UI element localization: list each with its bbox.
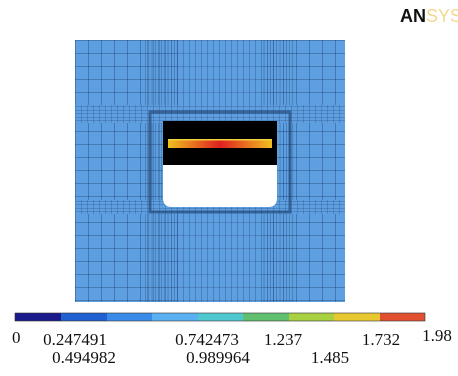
- legend-label: 0.494982: [52, 348, 116, 367]
- legend-label: 0.742473: [175, 330, 239, 349]
- legend-label: 0: [12, 328, 21, 347]
- legend-label: 1.485: [311, 348, 349, 367]
- color-bar: [15, 313, 425, 321]
- legend-label: 1.237: [264, 330, 303, 349]
- legend-label: 1.98: [422, 326, 452, 345]
- contour-view: ANSYS 0 0.2474910.494982 0.7424730.989964 1…: [0, 0, 458, 376]
- opening: [163, 121, 277, 207]
- logo: ANSYS: [400, 6, 458, 26]
- legend-label: 0.247491: [43, 330, 107, 349]
- logo-main: AN: [400, 6, 426, 26]
- legend-label: 1.732: [362, 330, 400, 349]
- legend-label: 0.989964: [186, 348, 250, 367]
- logo-accent: SYS: [426, 6, 458, 26]
